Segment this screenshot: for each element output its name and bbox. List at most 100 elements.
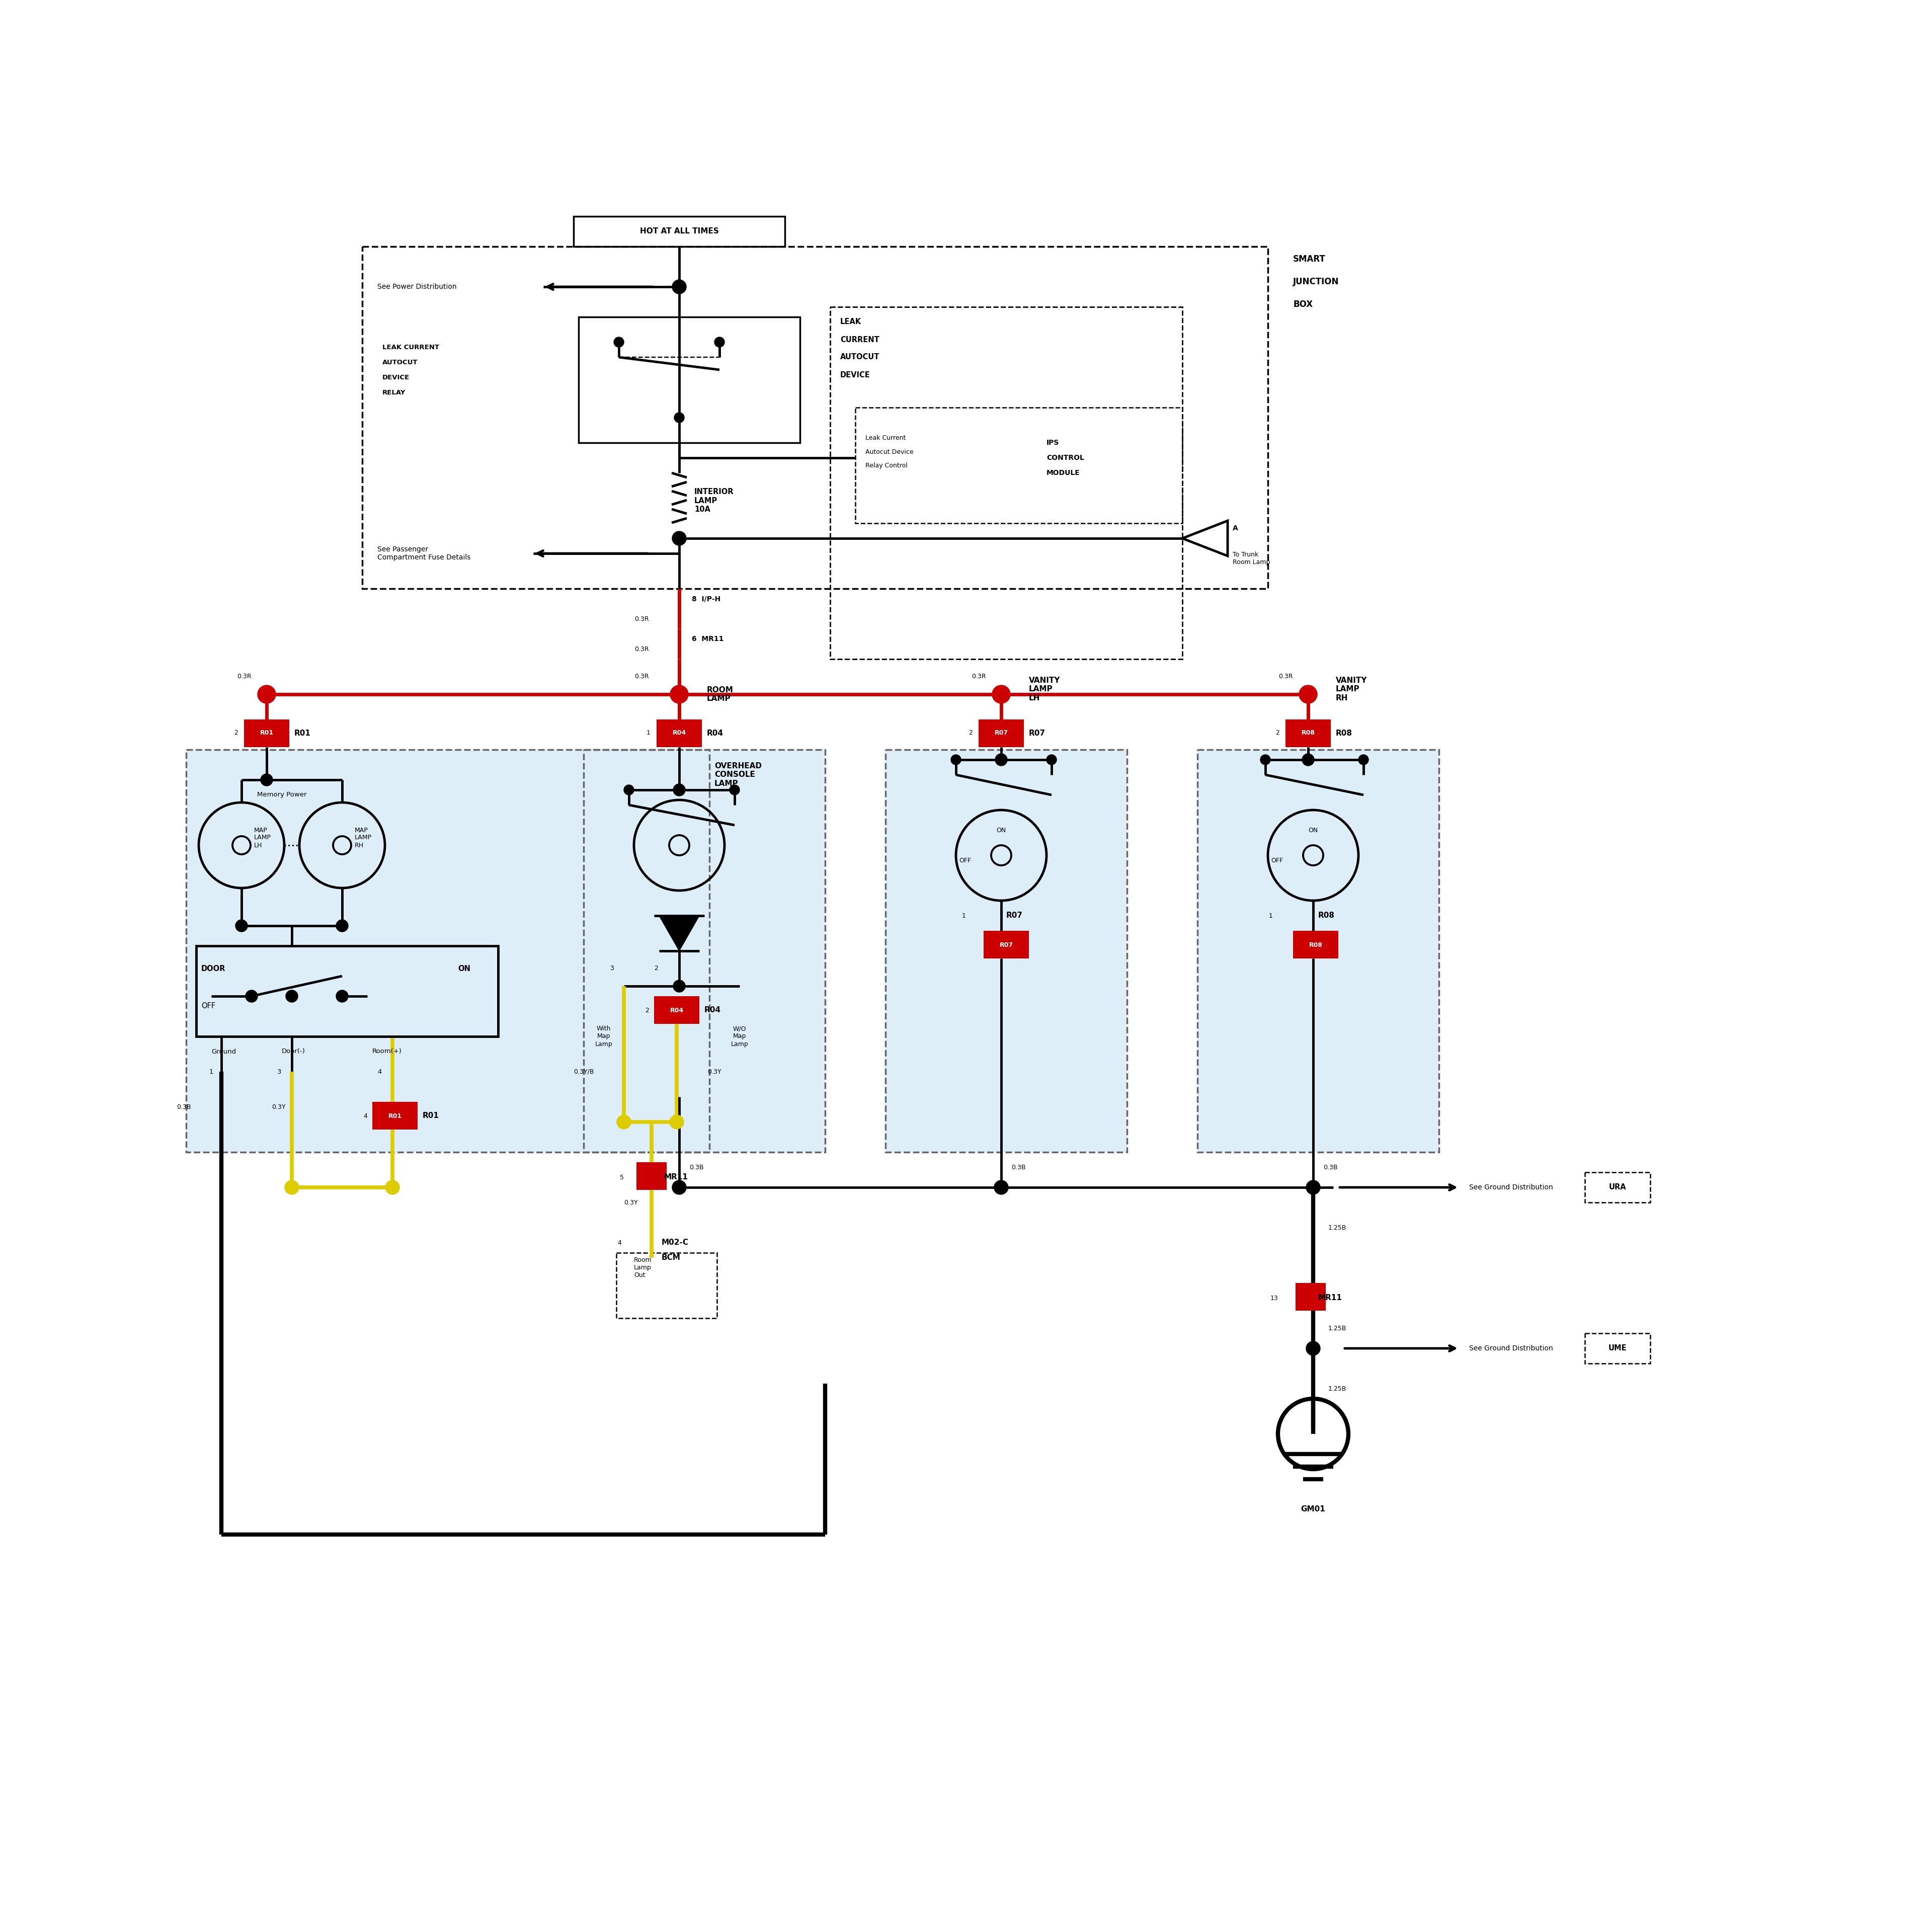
Text: R07: R07 — [1007, 912, 1022, 920]
Text: R08: R08 — [1308, 941, 1323, 949]
Text: 0.3B: 0.3B — [178, 1103, 191, 1111]
Text: 0.3B: 0.3B — [1323, 1163, 1337, 1171]
Circle shape — [672, 280, 686, 294]
Text: 0.3Y: 0.3Y — [624, 1200, 638, 1206]
Text: MR11: MR11 — [665, 1173, 688, 1180]
Text: 4: 4 — [363, 1113, 367, 1119]
Text: URA: URA — [1609, 1184, 1627, 1192]
Circle shape — [995, 1180, 1009, 1194]
Text: 1: 1 — [1269, 912, 1273, 920]
Text: DEVICE: DEVICE — [383, 375, 410, 381]
Circle shape — [1260, 755, 1271, 765]
Circle shape — [670, 1115, 684, 1128]
Text: 0.3R: 0.3R — [634, 674, 649, 680]
Text: DOOR: DOOR — [201, 964, 226, 972]
Text: ON: ON — [458, 964, 469, 972]
Bar — [1584, 1333, 1650, 1364]
Text: 6  MR11: 6 MR11 — [692, 636, 725, 643]
Text: ON: ON — [1308, 827, 1318, 833]
Bar — [885, 750, 1126, 1151]
Text: R04: R04 — [705, 1007, 721, 1014]
Text: R04: R04 — [670, 1007, 684, 1014]
Text: SMART: SMART — [1293, 255, 1325, 263]
Bar — [1293, 931, 1339, 958]
Text: AUTOCUT: AUTOCUT — [840, 354, 879, 361]
Text: See Power Distribution: See Power Distribution — [377, 284, 456, 290]
Bar — [885, 750, 1126, 1151]
Circle shape — [1306, 1341, 1320, 1356]
Text: Leak Current: Leak Current — [866, 435, 906, 440]
Text: 0.3R: 0.3R — [238, 674, 251, 680]
Circle shape — [384, 1180, 400, 1194]
Text: IPS: IPS — [1047, 439, 1059, 446]
Text: 1: 1 — [962, 912, 966, 920]
Circle shape — [995, 753, 1007, 765]
Text: See Passenger
Compartment Fuse Details: See Passenger Compartment Fuse Details — [377, 547, 471, 560]
Text: Memory Power: Memory Power — [257, 792, 307, 798]
Text: 2: 2 — [655, 966, 659, 972]
Circle shape — [614, 336, 624, 348]
Circle shape — [1298, 686, 1318, 703]
Bar — [980, 719, 1024, 748]
Text: To Trunk
Room Lamp: To Trunk Room Lamp — [1233, 551, 1269, 566]
Text: 1.25B: 1.25B — [1329, 1385, 1347, 1391]
Bar — [583, 750, 825, 1151]
Text: R07: R07 — [999, 941, 1012, 949]
Text: R01: R01 — [388, 1113, 402, 1119]
Text: R07: R07 — [995, 730, 1009, 736]
Circle shape — [730, 784, 740, 794]
Text: 2: 2 — [968, 730, 972, 736]
Text: R04: R04 — [707, 730, 723, 738]
Circle shape — [257, 686, 276, 703]
Text: UME: UME — [1607, 1345, 1627, 1352]
Bar — [197, 947, 498, 1036]
Text: CURRENT: CURRENT — [840, 336, 879, 344]
Bar — [574, 216, 784, 247]
Circle shape — [672, 784, 686, 796]
Text: MR11: MR11 — [1318, 1294, 1343, 1302]
Bar — [1584, 1173, 1650, 1202]
Circle shape — [674, 413, 684, 423]
Bar — [373, 1101, 417, 1130]
Polygon shape — [659, 916, 699, 951]
Text: With
Map
Lamp: With Map Lamp — [595, 1026, 612, 1047]
Text: 0.3Y: 0.3Y — [707, 1068, 721, 1074]
Text: 0.3B: 0.3B — [690, 1163, 703, 1171]
Text: R07: R07 — [1030, 730, 1045, 738]
Text: CONTROL: CONTROL — [1047, 454, 1084, 462]
Text: Ground: Ground — [211, 1049, 236, 1055]
Text: 0.3B: 0.3B — [1010, 1163, 1026, 1171]
Text: R01: R01 — [294, 730, 311, 738]
Bar — [243, 719, 290, 748]
Text: ROOM
LAMP: ROOM LAMP — [707, 686, 734, 703]
Text: A: A — [1233, 526, 1238, 531]
Text: 4: 4 — [379, 1068, 383, 1074]
Text: JUNCTION: JUNCTION — [1293, 276, 1339, 286]
Text: OFF: OFF — [201, 1003, 214, 1010]
Text: 0.3R: 0.3R — [634, 616, 649, 622]
Text: OFF: OFF — [958, 858, 972, 864]
Circle shape — [670, 686, 688, 703]
Text: RELAY: RELAY — [383, 388, 406, 396]
Text: M02-C: M02-C — [661, 1238, 690, 1246]
Bar — [583, 750, 825, 1151]
Text: MAP
LAMP
LH: MAP LAMP LH — [255, 827, 270, 848]
Text: DEVICE: DEVICE — [840, 371, 869, 379]
Bar — [856, 408, 1182, 524]
Text: 1: 1 — [209, 1068, 213, 1074]
Bar — [655, 997, 699, 1024]
Circle shape — [672, 531, 686, 545]
Text: ON: ON — [997, 827, 1007, 833]
Bar — [657, 719, 701, 748]
Circle shape — [1047, 755, 1057, 765]
Text: 0.3Y: 0.3Y — [272, 1103, 286, 1111]
Circle shape — [951, 755, 960, 765]
Text: 0.3R: 0.3R — [634, 645, 649, 653]
Bar — [636, 1163, 667, 1190]
Circle shape — [236, 920, 247, 931]
Text: 13: 13 — [1269, 1294, 1277, 1302]
Text: GM01: GM01 — [1300, 1505, 1325, 1513]
Circle shape — [1302, 753, 1314, 765]
Text: See Ground Distribution: See Ground Distribution — [1468, 1184, 1553, 1190]
Text: Autocut Device: Autocut Device — [866, 448, 914, 456]
